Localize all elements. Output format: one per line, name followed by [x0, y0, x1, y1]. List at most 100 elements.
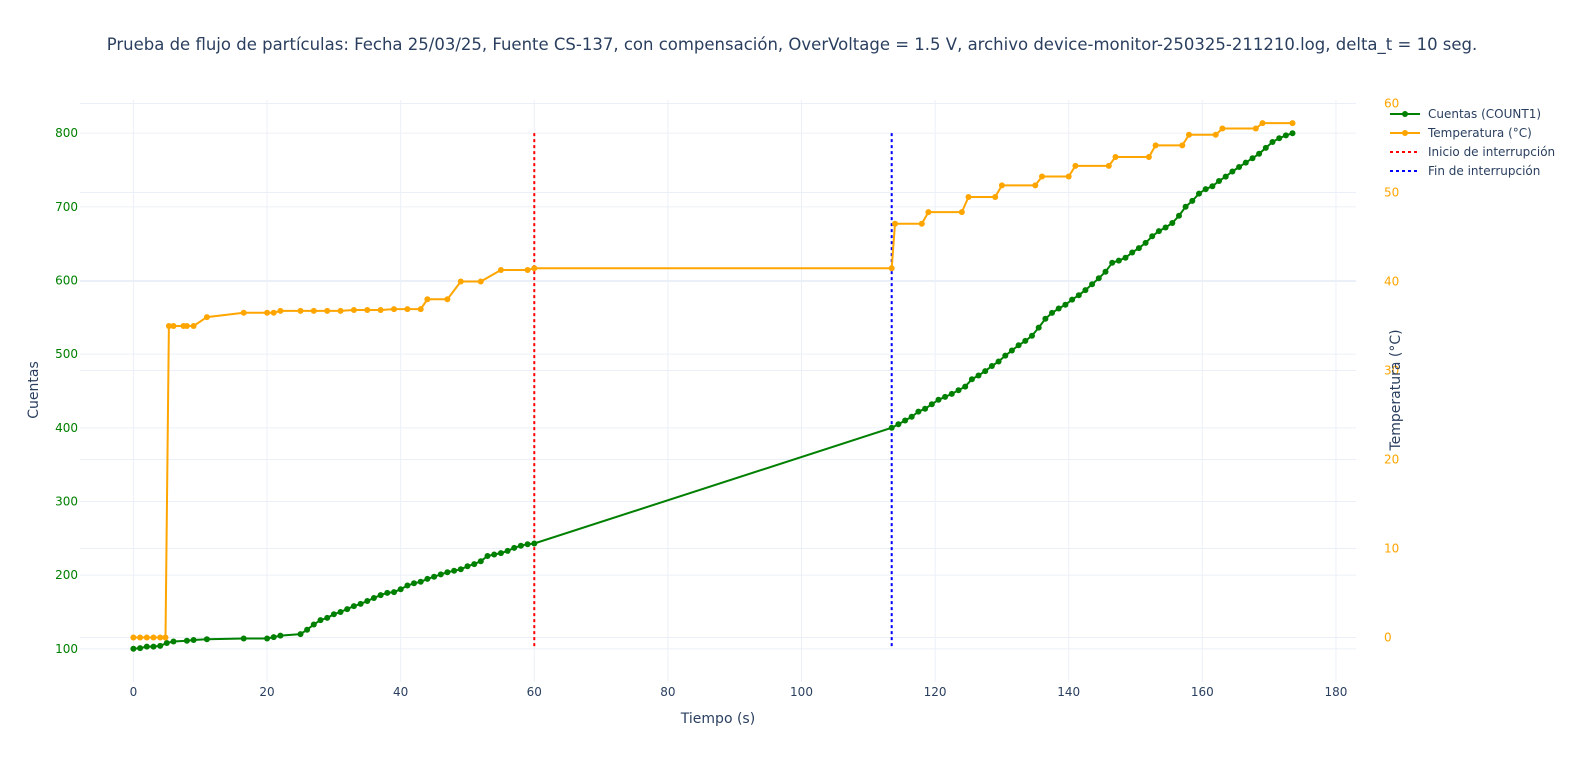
data-point — [1015, 342, 1022, 349]
data-point — [143, 634, 150, 641]
y2-tick-label: 50 — [1384, 186, 1399, 200]
data-point — [1102, 268, 1109, 275]
data-point — [203, 314, 210, 321]
legend[interactable]: Cuentas (COUNT1) Temperatura (°C) Inicio d… — [1390, 107, 1555, 178]
x-tick-label: 20 — [259, 685, 274, 699]
data-point — [1115, 257, 1122, 264]
data-point — [1269, 139, 1276, 145]
data-point — [157, 642, 164, 649]
data-point — [942, 393, 949, 400]
data-point — [431, 573, 438, 580]
data-point — [344, 606, 351, 613]
data-point — [330, 611, 337, 618]
data-point — [1176, 212, 1182, 219]
data-point — [240, 635, 247, 642]
data-point — [1042, 315, 1049, 322]
data-point — [1189, 197, 1196, 204]
data-point — [364, 307, 371, 313]
data-point — [270, 634, 277, 641]
data-point — [297, 307, 304, 314]
legend-swatch-marker — [1402, 130, 1408, 136]
data-point — [517, 542, 524, 549]
data-point — [982, 368, 989, 375]
data-point — [357, 600, 364, 607]
data-point — [162, 634, 169, 641]
data-point — [350, 307, 357, 313]
data-point — [1055, 305, 1062, 312]
data-point — [130, 634, 137, 641]
data-point — [150, 643, 157, 650]
data-point — [1276, 135, 1283, 142]
y-tick-label: 800 — [55, 126, 78, 140]
data-point — [1212, 131, 1219, 138]
data-point — [337, 609, 344, 615]
x-tick-label: 120 — [924, 685, 947, 699]
data-point — [1082, 287, 1089, 294]
x-tick-label: 140 — [1057, 685, 1080, 699]
data-point — [968, 376, 975, 383]
data-point — [437, 571, 444, 578]
data-point — [955, 387, 962, 394]
data-point — [471, 561, 478, 568]
data-point — [992, 194, 999, 200]
legend-item[interactable]: Cuentas (COUNT1) — [1390, 107, 1541, 121]
data-point — [925, 209, 932, 216]
legend-swatch-marker — [1402, 111, 1408, 117]
legend-label: Inicio de interrupción — [1428, 145, 1555, 159]
x-tick-label: 100 — [790, 685, 813, 699]
y2-tick-label: 20 — [1384, 453, 1399, 467]
data-point — [948, 390, 955, 397]
interruption-markers — [533, 133, 893, 649]
legend-label: Fin de interrupción — [1428, 164, 1540, 178]
chart-title: Prueba de flujo de partículas: Fecha 25/… — [107, 35, 1478, 55]
data-point — [1252, 125, 1259, 132]
data-point — [1209, 183, 1216, 190]
data-point — [965, 194, 972, 200]
data-point — [457, 278, 464, 285]
data-point — [464, 563, 471, 570]
data-point — [370, 595, 377, 601]
y2-tick-label: 40 — [1384, 275, 1399, 289]
data-point — [137, 645, 144, 652]
data-point — [163, 640, 170, 646]
data-point — [1179, 142, 1186, 149]
data-point — [417, 578, 424, 585]
data-point — [504, 547, 511, 554]
legend-item[interactable]: Inicio de interrupción — [1390, 145, 1555, 159]
data-point — [377, 307, 384, 313]
data-point — [297, 631, 304, 638]
legend-label: Cuentas (COUNT1) — [1428, 107, 1541, 121]
data-point — [1089, 281, 1096, 288]
data-point — [1242, 159, 1249, 166]
data-point — [922, 405, 929, 412]
data-point — [975, 372, 982, 379]
legend-item[interactable]: Fin de interrupción — [1390, 164, 1540, 178]
y2-tick-label: 30 — [1384, 364, 1399, 378]
data-point — [1035, 324, 1042, 331]
data-point — [1222, 173, 1229, 180]
data-point — [1149, 233, 1156, 240]
y2-tick-label: 60 — [1384, 97, 1399, 111]
legend-item[interactable]: Temperatura (°C) — [1390, 126, 1532, 140]
data-point — [1129, 249, 1136, 256]
y-tick-label: 300 — [55, 495, 78, 509]
data-point — [444, 296, 451, 303]
data-point — [491, 551, 498, 558]
data-point — [1069, 296, 1076, 303]
data-point — [908, 413, 915, 420]
data-series — [130, 120, 1296, 652]
data-point — [1152, 142, 1159, 149]
y-tick-label: 100 — [55, 642, 78, 656]
data-point — [531, 540, 538, 547]
data-point — [1062, 301, 1069, 308]
data-point — [391, 589, 397, 596]
data-point — [497, 267, 504, 273]
data-point — [1229, 168, 1236, 175]
data-point — [524, 267, 531, 273]
data-point — [350, 603, 357, 610]
data-point — [928, 401, 935, 408]
data-point — [1109, 259, 1116, 266]
data-point — [1095, 275, 1102, 282]
data-point — [998, 182, 1005, 189]
